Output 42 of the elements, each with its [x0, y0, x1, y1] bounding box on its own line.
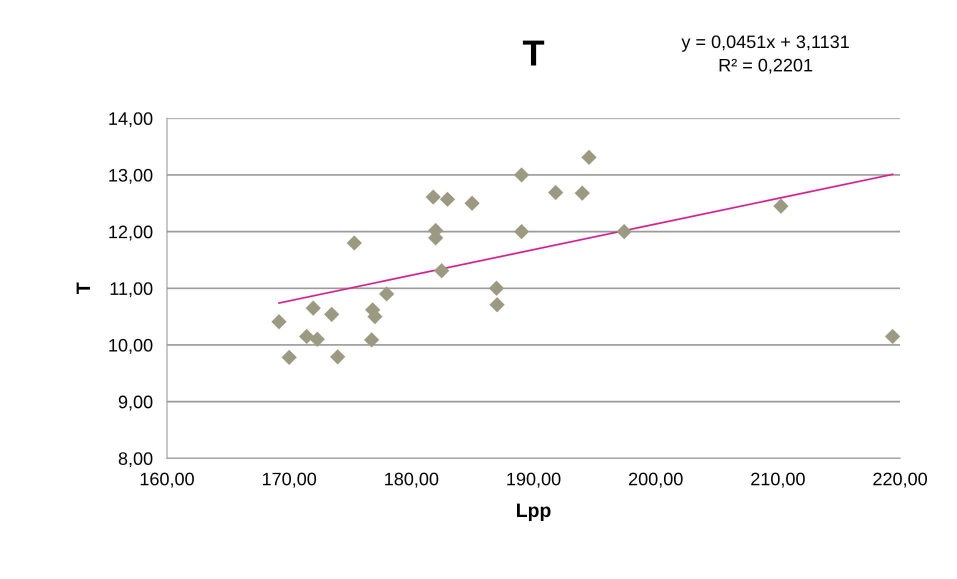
x-axis-title: Lpp [517, 504, 551, 522]
x-tick-label: 200,00 [629, 472, 683, 488]
point [379, 286, 394, 302]
y-tick-label: 11,00 [110, 282, 152, 298]
y-tick-label: 8,00 [118, 452, 152, 468]
point [271, 314, 287, 330]
point [310, 332, 325, 347]
y-axis-title: T [76, 282, 90, 294]
point [440, 192, 456, 207]
point [282, 350, 297, 366]
point [616, 224, 632, 240]
point [581, 150, 597, 165]
y-tick-label: 13,00 [109, 168, 152, 184]
point [426, 189, 441, 205]
x-tick-label: 180,00 [385, 472, 438, 488]
x-tick-label: 160,00 [140, 472, 194, 488]
point [488, 280, 504, 296]
y-tick-label: 10,00 [109, 338, 152, 354]
point [773, 198, 789, 214]
chart-title: T [522, 40, 544, 66]
point [885, 328, 900, 344]
point [514, 224, 530, 240]
point [299, 328, 314, 344]
point [548, 184, 564, 200]
point [574, 185, 590, 201]
text: y = 0,0451x + 3,1131 R² = 0,2201 [681, 35, 849, 74]
y-tick-label: 9,00 [118, 396, 152, 410]
point [490, 297, 505, 312]
point [514, 167, 530, 183]
x-tick-label: 170,00 [262, 472, 316, 488]
point [330, 349, 346, 364]
point [464, 196, 480, 211]
point [434, 263, 450, 278]
x-tick-label: 190,00 [507, 472, 560, 488]
x-tick-label: 210,00 [751, 472, 805, 488]
y-tick-label: 12,00 [109, 226, 152, 240]
point [364, 332, 380, 348]
point [306, 300, 321, 316]
point [346, 235, 362, 251]
point [324, 306, 340, 322]
y-tick-label: 14,00 [109, 112, 152, 128]
x-tick-label: 220,00 [873, 472, 927, 488]
